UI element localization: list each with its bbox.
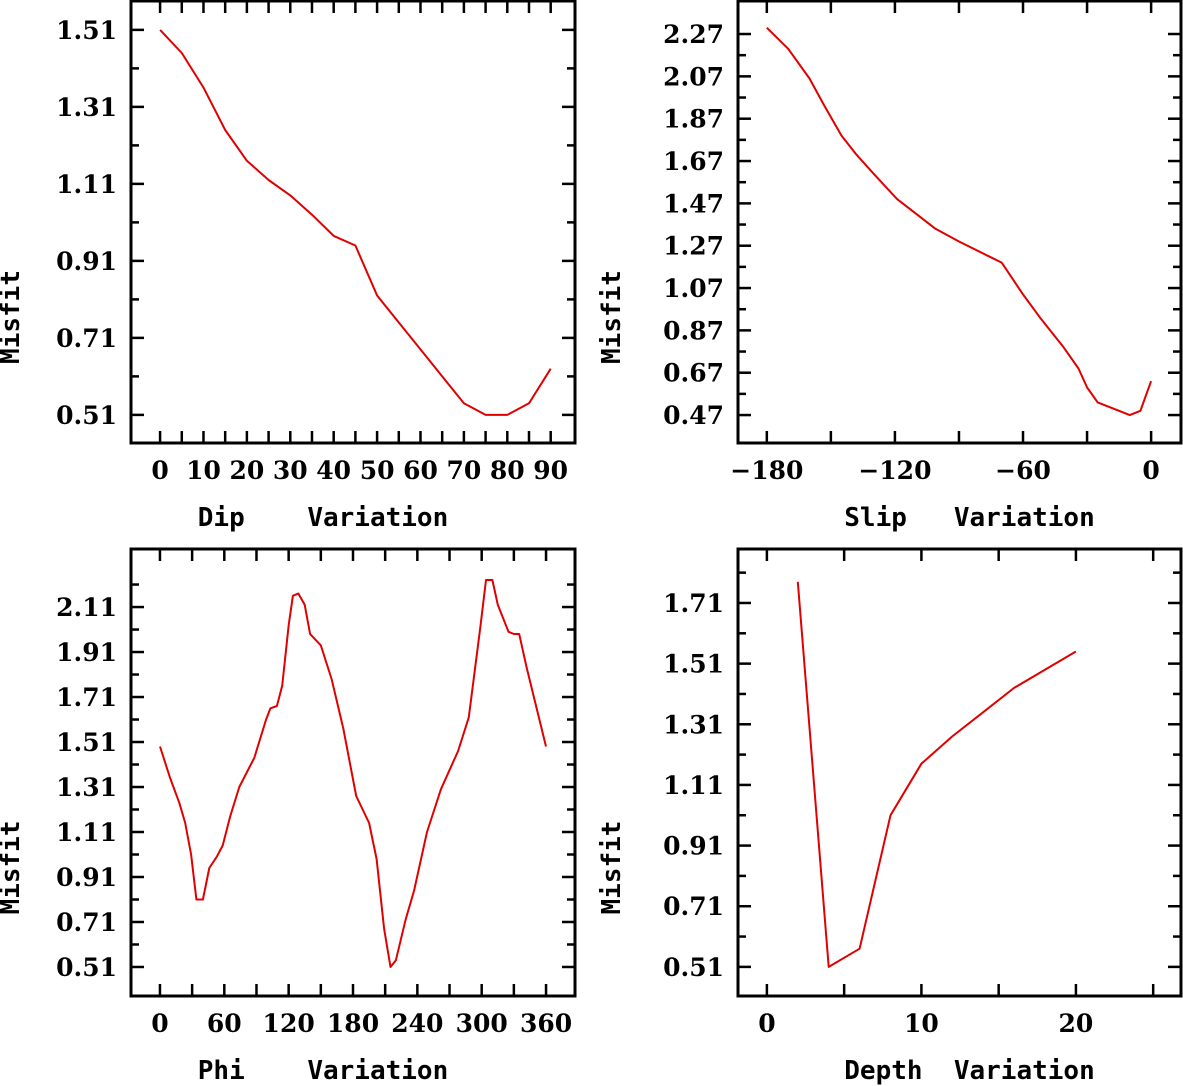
y-tick-label: 1.47	[663, 189, 724, 218]
x-tick-label: 40	[316, 456, 351, 485]
x-tick-label: −120	[858, 456, 931, 485]
x-tick-label: 20	[1059, 1009, 1094, 1038]
y-tick-label: 1.67	[663, 147, 724, 176]
slip-misfit-line	[766, 26, 1153, 417]
y-tick-label: 1.31	[56, 773, 117, 802]
y-tick-label: 1.51	[663, 650, 724, 679]
x-tick-label: 60	[403, 456, 438, 485]
plot-frame	[736, 547, 1183, 998]
y-tick-label: 1.51	[56, 16, 117, 45]
y-tick-label: 0.71	[56, 324, 117, 353]
dip-misfit-line	[159, 29, 552, 416]
y-axis-title: Misfit	[597, 821, 627, 915]
y-tick-label: 1.07	[663, 274, 724, 303]
x-tick-label: 10	[904, 1009, 939, 1038]
y-tick-label: 1.11	[663, 771, 724, 800]
y-tick-label: 1.91	[56, 638, 117, 667]
depth-misfit-line	[796, 581, 1077, 968]
y-tick-label: 0.51	[56, 401, 117, 430]
x-tick-label: 240	[391, 1009, 443, 1038]
y-tick-label: 2.11	[56, 593, 117, 622]
x-tick-label: 0	[151, 1009, 168, 1038]
depth-panel: 0.51 0.71 0.91 1.11 1.31 1.51 1.71 0 10 20 Depth V…	[597, 547, 1183, 1086]
y-tick-label: 0.91	[56, 863, 117, 892]
y-tick-label: 1.11	[56, 818, 117, 847]
x-axis-title: Slip Variation	[844, 503, 1094, 533]
x-tick-label: 30	[273, 456, 308, 485]
y-axis-title: Misfit	[0, 821, 26, 915]
y-tick-label: 2.07	[663, 62, 724, 91]
phi-panel: 0.51 0.71 0.91 1.11 1.31 1.51 1.71 1.91 2.11 0 60 1…	[0, 547, 577, 1086]
x-tick-label: 0	[758, 1009, 775, 1038]
y-axis-title: Misfit	[0, 270, 26, 364]
y-tick-label: 0.51	[56, 953, 117, 982]
x-tick-label: 360	[520, 1009, 572, 1038]
x-tick-label: 120	[263, 1009, 315, 1038]
y-tick-label: 0.91	[56, 247, 117, 276]
plot-frame	[129, 0, 577, 445]
y-tick-label: 1.87	[663, 105, 724, 134]
x-tick-label: 70	[446, 456, 481, 485]
y-axis-title: Misfit	[597, 270, 627, 364]
x-tick-label: 50	[360, 456, 395, 485]
x-tick-label: 60	[207, 1009, 242, 1038]
x-axis-title: Depth Variation	[844, 1056, 1094, 1086]
y-tick-label: 0.47	[663, 401, 724, 430]
y-tick-label: 0.71	[663, 892, 724, 921]
y-tick-label: 1.51	[56, 728, 117, 757]
y-tick-label: 0.51	[663, 953, 724, 982]
y-tick-label: 1.31	[56, 93, 117, 122]
plot-frame	[129, 547, 577, 998]
x-tick-label: 10	[186, 456, 221, 485]
y-tick-label: 0.91	[663, 832, 724, 861]
x-tick-label: 20	[229, 456, 264, 485]
slip-panel: 0.47 0.67 0.87 1.07 1.27 1.47 1.67 1.87 2.07 2.27…	[597, 0, 1183, 533]
x-tick-label: 90	[533, 456, 568, 485]
x-tick-label: 0	[151, 456, 168, 485]
y-tick-label: 1.71	[56, 683, 117, 712]
x-tick-label: −180	[730, 456, 803, 485]
x-axis-title: Dip Variation	[198, 503, 448, 533]
x-tick-label: 80	[490, 456, 525, 485]
x-tick-label: 300	[456, 1009, 508, 1038]
y-tick-label: 1.71	[663, 589, 724, 618]
plot-frame	[736, 0, 1183, 445]
y-tick-label: 1.11	[56, 170, 117, 199]
x-axis-title: Phi Variation	[198, 1056, 448, 1086]
y-tick-label: 1.31	[663, 710, 724, 739]
phi-misfit-line	[159, 579, 547, 968]
y-tick-label: 1.27	[663, 232, 724, 261]
x-tick-label: −60	[995, 456, 1051, 485]
x-tick-label: 180	[327, 1009, 379, 1038]
y-tick-label: 0.71	[56, 908, 117, 937]
y-tick-label: 2.27	[663, 20, 724, 49]
y-tick-label: 0.87	[663, 316, 724, 345]
x-tick-label: 0	[1142, 456, 1159, 485]
y-tick-label: 0.67	[663, 359, 724, 388]
dip-panel: 0.51 0.71 0.91 1.11 1.31 1.51 0 10 20 30 40 50 60 70 8…	[0, 0, 577, 533]
